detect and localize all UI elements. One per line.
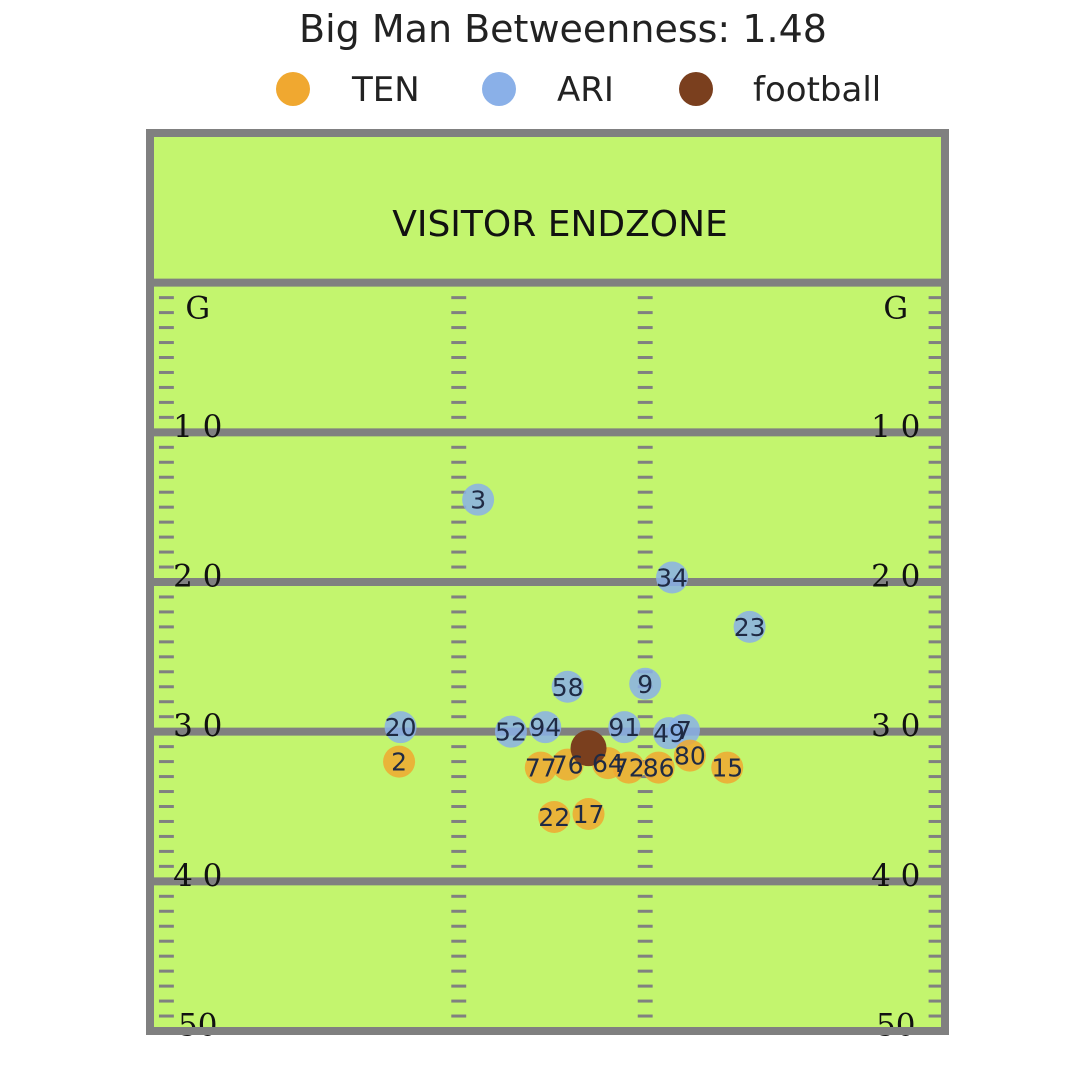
ten-player-22 bbox=[538, 800, 571, 833]
ari-player-label-7: 7 bbox=[676, 716, 692, 745]
yard-label-40: 4 0 bbox=[173, 858, 222, 894]
ten-player-label-86: 86 bbox=[643, 754, 675, 783]
football-marker bbox=[570, 730, 607, 767]
ari-player-7 bbox=[667, 714, 700, 747]
yard-label-20: 2 0 bbox=[173, 558, 222, 594]
ten-player-86 bbox=[642, 751, 675, 784]
yard-label-30: 3 0 bbox=[173, 708, 222, 744]
ari-player-58 bbox=[551, 670, 584, 703]
ten-player-77 bbox=[524, 751, 557, 784]
ten-player-label-22: 22 bbox=[538, 803, 570, 832]
ari-player-94 bbox=[529, 711, 562, 744]
ari-player-label-91: 91 bbox=[608, 713, 640, 742]
ten-player-label-72: 72 bbox=[613, 754, 645, 783]
yard-labels: G 1 0 2 0 3 0 4 0 50 G 1 0 2 0 3 0 4 0 50 bbox=[173, 291, 920, 1044]
ari-player-20 bbox=[384, 711, 417, 744]
ari-player-52 bbox=[494, 715, 527, 748]
legend-marker-ten bbox=[276, 72, 310, 106]
yard-label-10: 1 0 bbox=[871, 409, 920, 445]
ten-player-label-17: 17 bbox=[573, 800, 605, 829]
ari-player-label-9: 9 bbox=[637, 670, 653, 699]
yard-label-20: 2 0 bbox=[871, 558, 920, 594]
ten-player-label-80: 80 bbox=[674, 742, 706, 771]
ten-player-2 bbox=[383, 745, 416, 778]
yard-label-10: 1 0 bbox=[173, 409, 222, 445]
ten-player-label-2: 2 bbox=[391, 748, 407, 777]
ari-player-91 bbox=[608, 711, 641, 744]
yard-label-50: 50 bbox=[178, 1007, 217, 1043]
yard-label-30: 3 0 bbox=[871, 708, 920, 744]
yard-label-50: 50 bbox=[876, 1007, 915, 1043]
ten-player-label-64: 64 bbox=[592, 749, 624, 778]
ten-player-80 bbox=[673, 739, 706, 772]
ari-player-23 bbox=[733, 610, 766, 643]
goal-label: G bbox=[185, 291, 210, 327]
ari-player-label-3: 3 bbox=[470, 486, 486, 515]
chart-title: Big Man Betweenness: 1.48 bbox=[299, 7, 827, 51]
ari-player-9 bbox=[629, 667, 662, 700]
field-border bbox=[146, 129, 949, 1035]
legend-label-ari: ARI bbox=[557, 70, 614, 110]
ten-player-label-76: 76 bbox=[552, 751, 584, 780]
ari-player-label-23: 23 bbox=[734, 613, 766, 642]
ten-player-15 bbox=[711, 751, 744, 784]
legend-marker-ari bbox=[482, 72, 516, 106]
goal-label: G bbox=[883, 291, 908, 327]
legend-label-ten: TEN bbox=[351, 70, 420, 110]
ari-player-34 bbox=[656, 561, 689, 594]
ten-player-72 bbox=[612, 751, 645, 784]
ten-player-label-77: 77 bbox=[525, 754, 557, 783]
ari-player-label-34: 34 bbox=[656, 564, 688, 593]
ari-player-label-58: 58 bbox=[552, 673, 584, 702]
legend: TEN ARI football bbox=[276, 70, 881, 110]
ten-player-label-15: 15 bbox=[711, 754, 743, 783]
endzone-label: VISITOR ENDZONE bbox=[392, 204, 728, 245]
legend-marker-football bbox=[679, 72, 713, 106]
ari-player-3 bbox=[462, 483, 495, 516]
legend-label-football: football bbox=[753, 70, 881, 110]
ari-player-label-49: 49 bbox=[653, 719, 685, 748]
ari-player-label-52: 52 bbox=[495, 718, 527, 747]
yard-label-40: 4 0 bbox=[871, 858, 920, 894]
ari-player-label-20: 20 bbox=[385, 713, 417, 742]
ari-player-label-94: 94 bbox=[529, 713, 561, 742]
ten-player-17 bbox=[572, 797, 605, 830]
